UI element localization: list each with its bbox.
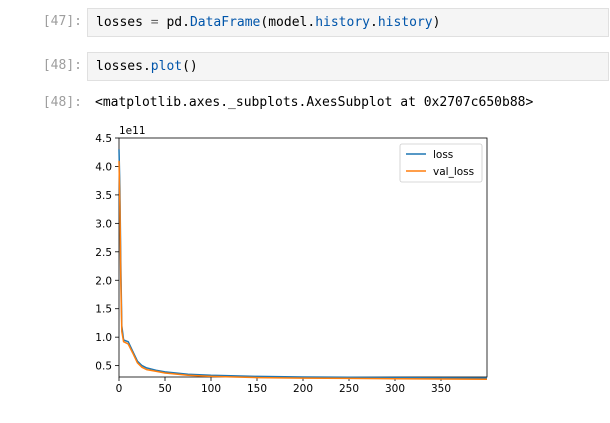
code-cell-47[interactable]: [47]: losses = pd.DataFrame(model.histor… [0, 6, 610, 38]
y-tick-label: 2.5 [95, 247, 112, 259]
y-tick-label: 0.5 [95, 361, 112, 373]
code-text: losses.plot() [96, 59, 198, 74]
cell-prompt: [47]: [42, 14, 82, 29]
y-tick-label: 3.0 [95, 218, 112, 230]
x-tick-label: 150 [247, 383, 267, 395]
x-tick-label: 50 [158, 383, 171, 395]
x-tick-label: 100 [201, 383, 221, 395]
output-cell-48: [48]: <matplotlib.axes._subplots.AxesSub… [0, 90, 610, 423]
loss-plot: 0 50 100 150 200 250 300 350 0.5 1.0 1.5 2.0 2.5 3.0 3… [95, 125, 488, 395]
y-tick-label: 1.0 [95, 332, 112, 344]
code-input[interactable]: losses.plot() [87, 52, 609, 81]
cell-prompt: [48]: [42, 58, 82, 73]
code-cell-48[interactable]: [48]: losses.plot() [0, 50, 610, 82]
legend-label: loss [433, 149, 453, 161]
legend-label: val_loss [433, 166, 474, 178]
output-repr: <matplotlib.axes._subplots.AxesSubplot a… [95, 95, 534, 110]
x-tick-label: 200 [293, 383, 313, 395]
series-line-val-loss [118, 160, 488, 381]
y-tick-label: 4.0 [95, 161, 112, 173]
y-offset-label: 1e11 [119, 125, 146, 137]
x-tick-label: 350 [431, 383, 451, 395]
y-tick-label: 1.5 [95, 304, 112, 316]
output-prompt: [48]: [42, 95, 82, 110]
y-tick-label: 3.5 [95, 190, 112, 202]
x-tick-label: 0 [116, 383, 123, 395]
code-text: losses = pd.DataFrame(model.history.hist… [96, 15, 441, 30]
y-tick-label: 2.0 [95, 275, 112, 287]
x-tick-label: 250 [339, 383, 359, 395]
y-tick-label: 4.5 [95, 133, 112, 145]
x-tick-label: 300 [385, 383, 405, 395]
code-input[interactable]: losses = pd.DataFrame(model.history.hist… [87, 8, 609, 37]
